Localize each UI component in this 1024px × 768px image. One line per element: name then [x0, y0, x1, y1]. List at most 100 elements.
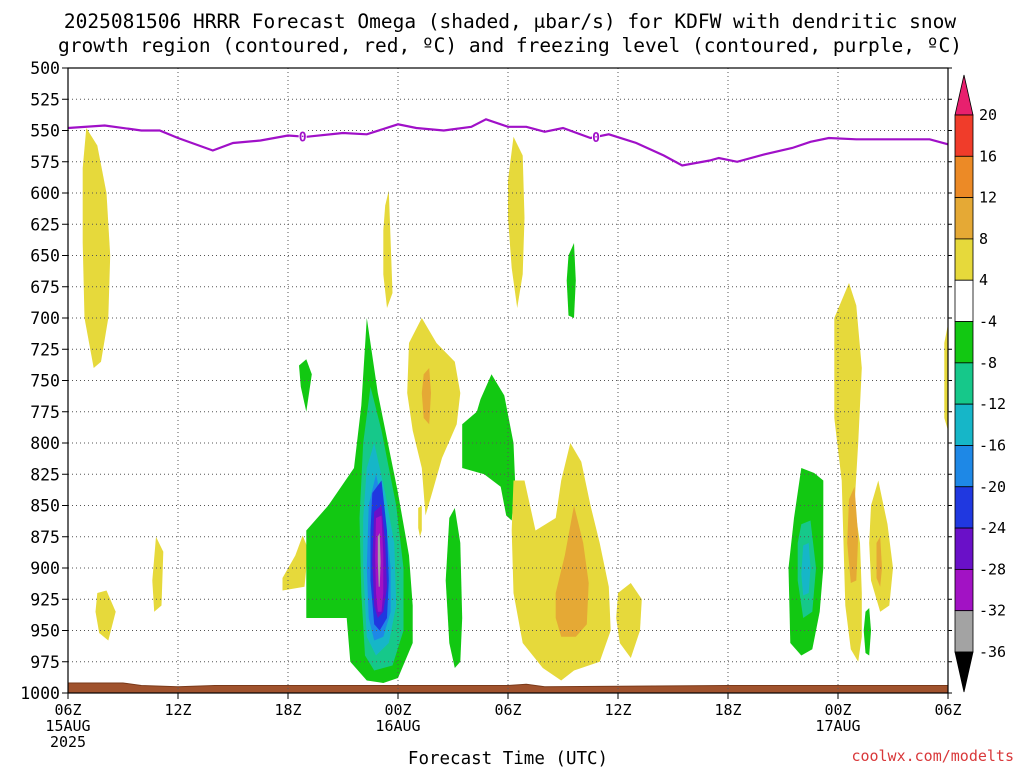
- omega-region-yellow-left-890: [282, 535, 309, 591]
- colorbar-bin: [954, 527, 974, 570]
- y-tick-label: 775: [30, 403, 60, 422]
- grid-lines: [68, 68, 948, 693]
- colorbar-label: 16: [979, 147, 997, 165]
- y-tick-label: 1000: [20, 684, 60, 703]
- colorbar-label: 8: [979, 230, 988, 248]
- omega-region-green-mid-800: [462, 374, 516, 521]
- x-tick-year-label: 2025: [50, 733, 86, 751]
- x-tick-label: 06Z: [934, 701, 961, 719]
- omega-region-yellow-thin-650: [383, 190, 393, 308]
- omega-region-green-small-750: [299, 359, 312, 412]
- chart-title-line2: growth region (contoured, red, ºC) and f…: [58, 34, 962, 57]
- y-tick-label: 675: [30, 278, 60, 297]
- y-tick-label: 825: [30, 465, 60, 484]
- x-tick-label: 12Z: [164, 701, 191, 719]
- colorbar-label: -4: [979, 313, 997, 331]
- x-tick-date-label: 17AUG: [815, 717, 860, 735]
- colorbar-bin: [954, 114, 974, 157]
- y-tick-label: 800: [30, 434, 60, 453]
- y-tick-label: 925: [30, 590, 60, 609]
- colorbar-top-arrow: [954, 74, 974, 116]
- x-tick-date-label: 15AUG: [45, 717, 90, 735]
- colorbar-bottom-arrow: [954, 651, 974, 693]
- chart-title-line1: 2025081506 HRRR Forecast Omega (shaded, …: [64, 10, 956, 33]
- y-tick-label: 550: [30, 122, 60, 141]
- omega-region-green-tiny-950: [863, 608, 871, 656]
- omega-region-orange-900: [555, 505, 589, 637]
- colorbar-label: -12: [979, 395, 1006, 413]
- omega-region-yellow-early-tall: [82, 128, 111, 368]
- omega-region-yellow-small-910: [152, 536, 164, 612]
- colorbar-bin: [954, 445, 974, 488]
- omega-region-yellow-thin-850: [418, 505, 422, 537]
- x-tick-label: 18Z: [714, 701, 741, 719]
- y-tick-label: 950: [30, 622, 60, 641]
- freezing-level-line: [67, 118, 949, 167]
- y-tick-label: 900: [30, 559, 60, 578]
- colorbar-bin: [954, 610, 974, 653]
- omega-region-green-small-670: [566, 243, 576, 318]
- colorbar-bin: [954, 155, 974, 199]
- colorbar-label: 4: [979, 271, 988, 289]
- colorbar-legend: 20 16 12 8 4 -4 -8 -12 -16 -20 -24 -28 -32 -36: [954, 74, 1006, 693]
- omega-region-green-narrow-915: [445, 508, 463, 668]
- colorbar-label: 20: [979, 106, 997, 124]
- x-axis-label: Forecast Time (UTC): [408, 749, 608, 768]
- y-tick-label: 575: [30, 153, 60, 172]
- y-tick-label: 600: [30, 184, 60, 203]
- colorbar-label: -32: [979, 602, 1006, 620]
- colorbar-bin: [954, 486, 974, 529]
- y-tick-label: 625: [30, 215, 60, 234]
- y-tick-label: 850: [30, 497, 60, 516]
- freezing-label-bg: [298, 129, 307, 144]
- y-tick-label: 975: [30, 653, 60, 672]
- omega-region-yellow-tall-760: [407, 318, 461, 516]
- colorbar-label: -28: [979, 560, 1006, 578]
- y-tick-label: 650: [30, 247, 60, 266]
- omega-region-yellow-edge-760: [944, 324, 948, 431]
- y-tick-label: 725: [30, 340, 60, 359]
- x-tick-label: 18Z: [274, 701, 301, 719]
- freezing-level-label: 0: [592, 131, 600, 146]
- freezing-label-bg: [592, 129, 600, 144]
- omega-region-gray-core-895: [377, 533, 381, 587]
- colorbar-label: -20: [979, 478, 1006, 496]
- freezing-level-label: 0: [299, 131, 307, 146]
- colorbar-bin: [954, 279, 974, 322]
- colorbar-label: -8: [979, 354, 997, 372]
- colorbar-bin: [954, 568, 974, 612]
- y-tick-label: 525: [30, 90, 60, 109]
- x-tick-label: 06Z: [54, 701, 81, 719]
- x-tick-date-label: 16AUG: [375, 717, 420, 735]
- colorbar-bin: [954, 238, 974, 281]
- colorbar-label: -16: [979, 436, 1006, 454]
- x-tick-label: 00Z: [824, 701, 851, 719]
- colorbar-bin: [954, 321, 974, 364]
- y-tick-label: 500: [30, 59, 60, 78]
- omega-region-cyan-right-900: [801, 543, 811, 596]
- omega-region-orange-right-880: [847, 486, 859, 583]
- colorbar-bin: [954, 362, 974, 405]
- x-tick-label: 12Z: [604, 701, 631, 719]
- colorbar-label: -36: [979, 643, 1006, 661]
- colorbar-label: 12: [979, 189, 997, 207]
- omega-region-yellow-small-938: [95, 590, 116, 641]
- y-tick-label: 750: [30, 372, 60, 391]
- omega-region-orange-small-765: [421, 368, 431, 425]
- y-tick-label: 875: [30, 528, 60, 547]
- omega-region-orange-right-895: [876, 536, 882, 587]
- y-axis-ticks: 500 525 550 575 600 625 650 675 700 725 750 775 800 8…: [20, 59, 952, 703]
- omega-region-yellow-tall-625: [508, 136, 525, 308]
- x-tick-label: 00Z: [384, 701, 411, 719]
- colorbar-bin: [954, 197, 974, 240]
- colorbar-bin: [954, 403, 974, 446]
- omega-region-yellow-small-935: [616, 583, 642, 658]
- colorbar-label: -24: [979, 519, 1006, 537]
- credit-link[interactable]: coolwx.com/modelts: [851, 747, 1014, 765]
- x-tick-label: 06Z: [494, 701, 521, 719]
- y-tick-label: 700: [30, 309, 60, 328]
- omega-region-yellow-right-small: [869, 480, 893, 612]
